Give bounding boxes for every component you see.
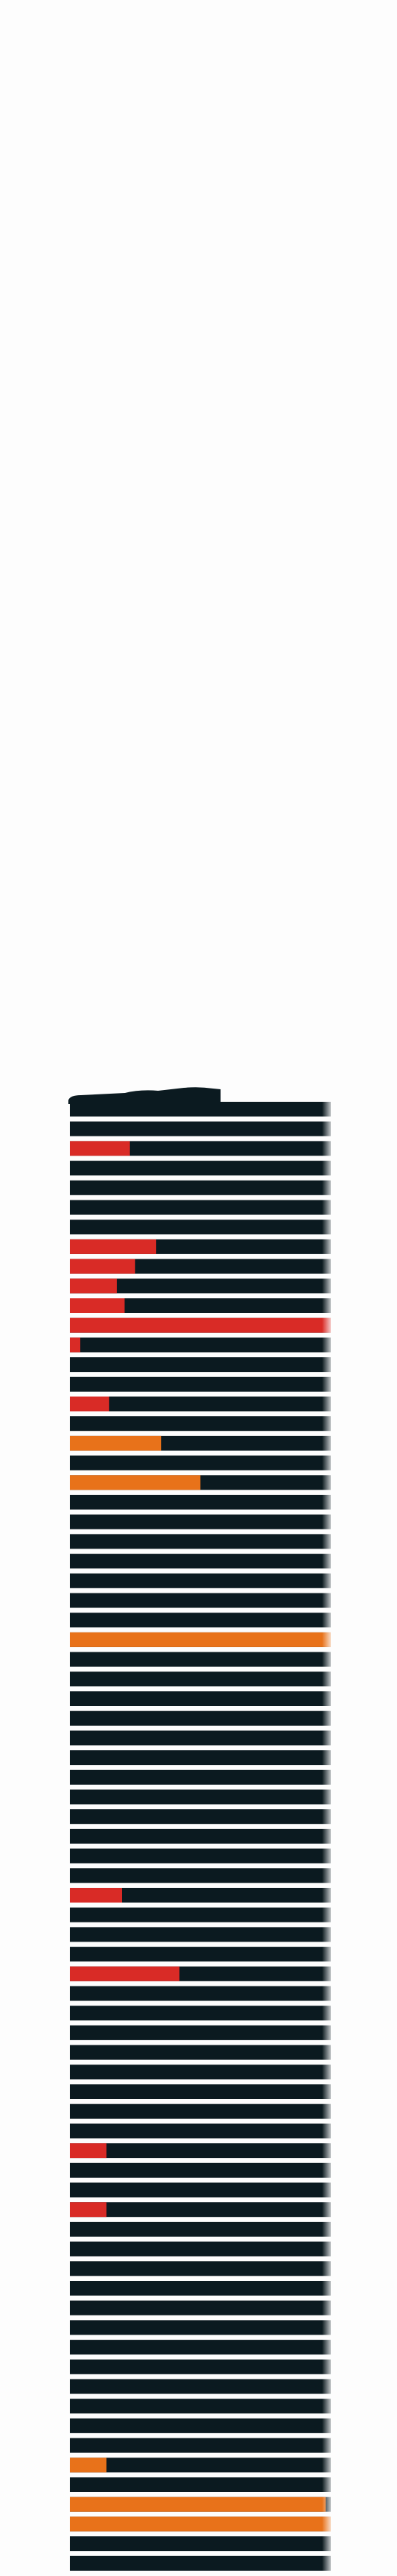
bar-track: [70, 1593, 331, 1608]
bar-track: [70, 1848, 331, 1864]
bar-track: [70, 2458, 331, 2473]
bar-track: [70, 1907, 331, 1922]
bar-track: [70, 1927, 331, 1942]
bar-track: [70, 2359, 331, 2374]
bar-track: [70, 1652, 331, 1667]
bar-track: [70, 2340, 331, 2355]
bar-track: [70, 2320, 331, 2335]
bar-track: [70, 2399, 331, 2414]
bar-track: [70, 1416, 331, 1432]
bar-track: [70, 1220, 331, 1235]
bar-track: [70, 2477, 331, 2492]
bar-track: [70, 1691, 331, 1706]
bar-track: [70, 1986, 331, 2001]
bar-track: [70, 1828, 331, 1844]
bar-track: [70, 2182, 331, 2198]
bar-track: [70, 2241, 331, 2257]
bar-fill-orange: [70, 1632, 331, 1647]
bar-track: [70, 1357, 331, 1373]
bar-track: [70, 2045, 331, 2060]
bar-fill-orange: [70, 2516, 331, 2532]
bar-track: [70, 1947, 331, 1962]
bar-track: [70, 2536, 331, 2552]
bar-fill-red: [70, 2202, 107, 2218]
torn-top-edge: [68, 1087, 221, 1104]
bar-track: [70, 1495, 331, 1510]
bar-fill-orange: [70, 2458, 107, 2473]
bar-track: [70, 1613, 331, 1628]
bar-track: [70, 1554, 331, 1569]
bar-track: [70, 1455, 331, 1471]
bar-track: [70, 2084, 331, 2099]
bar-track: [70, 1789, 331, 1805]
bar-fill-red: [70, 1396, 110, 1412]
bar-track: [70, 2025, 331, 2040]
bar-track: [70, 1888, 331, 1903]
bar-track: [70, 2123, 331, 2139]
bar-fill-orange: [70, 2497, 326, 2512]
right-edge-fade: [322, 1082, 334, 2576]
bar-track: [70, 2555, 331, 2571]
bar-track: [70, 2143, 331, 2159]
bar-fill-red: [70, 1141, 130, 1156]
bar-track: [70, 1141, 331, 1156]
bar-track: [70, 1102, 331, 1117]
bar-fill-red: [70, 1239, 157, 1254]
bar-track: [70, 1298, 331, 1313]
bar-track: [70, 1337, 331, 1353]
bar-fill-red: [70, 1298, 125, 1313]
bar-track: [70, 1573, 331, 1588]
bar-track: [70, 1710, 331, 1726]
bar-fill-orange: [70, 1435, 162, 1451]
bar-track: [70, 2261, 331, 2276]
bar-track: [70, 1868, 331, 1883]
bar-track: [70, 2006, 331, 2021]
bar-fill-red: [70, 1888, 122, 1903]
bar-track: [70, 1730, 331, 1746]
bar-track: [70, 1534, 331, 1549]
bar-track: [70, 1671, 331, 1687]
chart-top-edge: [68, 1087, 221, 1104]
bar-track: [70, 1809, 331, 1825]
bar-track: [70, 1180, 331, 1195]
bar-track: [70, 2300, 331, 2315]
bar-fill-red: [70, 1259, 135, 1274]
bar-fill-red: [70, 2143, 107, 2159]
bar-rows: [70, 1102, 331, 2571]
bar-track: [70, 1396, 331, 1412]
bar-track: [70, 1278, 331, 1294]
bar-track: [70, 2418, 331, 2433]
bar-track: [70, 2379, 331, 2394]
bar-fill-red: [70, 1278, 117, 1294]
bar-track: [70, 1121, 331, 1136]
bar-fill-red: [70, 1966, 180, 1981]
bar-track: [70, 1750, 331, 1766]
bar-track: [70, 2064, 331, 2080]
bar-track: [70, 2281, 331, 2296]
bar-track: [70, 2202, 331, 2218]
bar-track: [70, 2221, 331, 2237]
bar-track: [70, 1200, 331, 1215]
bar-track: [70, 2162, 331, 2178]
bar-fill-red: [70, 1337, 81, 1353]
bar-track: [70, 1161, 331, 1176]
bar-track: [70, 1514, 331, 1529]
bar-track: [70, 2103, 331, 2119]
bar-track: [70, 1376, 331, 1392]
bar-track: [70, 1769, 331, 1785]
bar-track: [70, 2438, 331, 2453]
bar-fill-orange: [70, 1475, 201, 1490]
bar-fill-red: [70, 1317, 331, 1333]
